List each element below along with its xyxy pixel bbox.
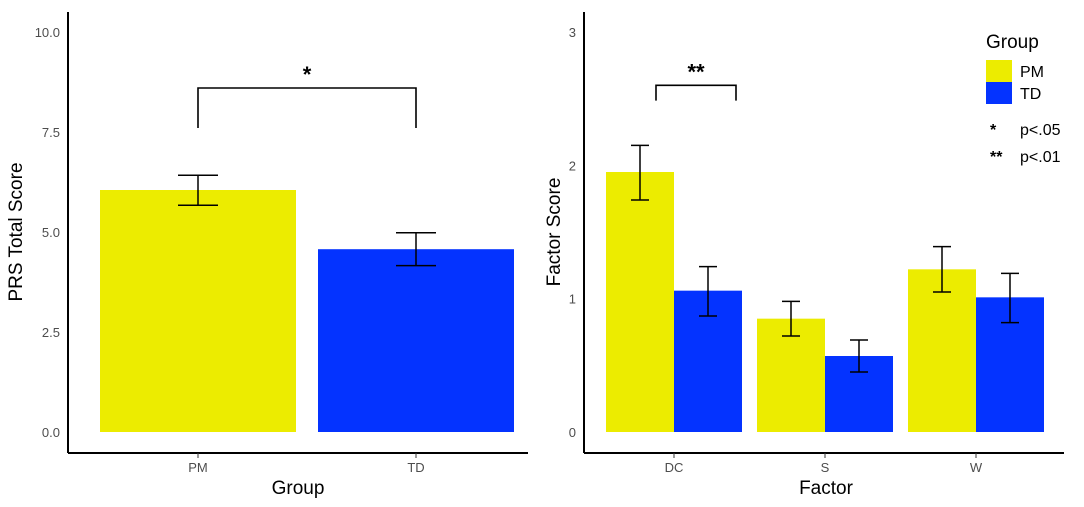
- ytick-label: 10.0: [35, 25, 60, 40]
- chart-left: 0.0 2.5 5.0 7.5 10.0 * PM TD Group PRS Total …: [6, 12, 528, 499]
- right-error-bars: [631, 144, 1019, 373]
- ytick-label: 2: [569, 158, 576, 173]
- legend-swatch-pm: [986, 60, 1012, 82]
- error-bar-s-td: [850, 339, 868, 373]
- legend-note-stars-1: *: [990, 122, 997, 139]
- bar-dc-pm: [606, 172, 674, 432]
- ytick-label: 5.0: [42, 225, 60, 240]
- bar-td: [318, 249, 514, 432]
- ytick-label: 7.5: [42, 125, 60, 140]
- ytick-label: 0.0: [42, 425, 60, 440]
- legend-label-td: TD: [1020, 86, 1041, 103]
- left-xtick-labels: PM TD: [188, 453, 425, 475]
- error-bar-w-pm: [933, 245, 951, 293]
- bar-pm: [100, 190, 296, 432]
- xtick-label-pm: PM: [188, 460, 208, 475]
- legend-note-text-1: p<.05: [1020, 122, 1061, 139]
- xtick-label-s: S: [821, 460, 830, 475]
- bar-w-pm: [908, 269, 976, 432]
- right-bars: [606, 172, 1044, 432]
- xtick-label-td: TD: [407, 460, 424, 475]
- right-ytick-labels: 0 1 2 3: [569, 25, 576, 440]
- right-significance-bracket: **: [655, 59, 737, 101]
- legend-note-text-2: p<.01: [1020, 149, 1061, 166]
- xtick-label-w: W: [970, 460, 983, 475]
- error-bar-w-td: [1001, 272, 1019, 324]
- bar-s-pm: [757, 318, 825, 432]
- right-x-axis-title: Factor: [799, 478, 854, 499]
- error-bar-td: [396, 232, 436, 267]
- error-bar-pm: [178, 174, 218, 206]
- ytick-label: 0: [569, 425, 576, 440]
- significance-stars: **: [687, 59, 705, 84]
- error-bar-dc-td: [699, 265, 717, 317]
- legend-swatch-td: [986, 82, 1012, 104]
- ytick-label: 2.5: [42, 325, 60, 340]
- chart-right: 0 1 2 3 ** DC S W Factor Factor Score Group P…: [544, 12, 1064, 499]
- left-significance-bracket: *: [197, 62, 417, 128]
- left-y-axis-title: PRS Total Score: [6, 162, 27, 301]
- right-y-axis-title: Factor Score: [544, 178, 565, 287]
- legend: Group PM TD * p<.05 ** p<.01: [986, 32, 1061, 166]
- legend-label-pm: PM: [1020, 64, 1044, 81]
- ytick-label: 3: [569, 25, 576, 40]
- right-xtick-labels: DC S W: [665, 453, 983, 475]
- xtick-label-dc: DC: [665, 460, 684, 475]
- significance-star: *: [303, 62, 312, 87]
- legend-title: Group: [986, 32, 1039, 53]
- significance-bracket-line: [197, 87, 417, 128]
- error-bar-dc-pm: [631, 144, 649, 201]
- left-error-bars: [178, 174, 436, 267]
- legend-note-stars-2: **: [990, 149, 1003, 166]
- left-x-axis-title: Group: [272, 478, 325, 499]
- left-bars: [100, 190, 514, 432]
- error-bar-s-pm: [782, 300, 800, 337]
- significance-bracket-line: [655, 84, 737, 101]
- ytick-label: 1: [569, 292, 576, 307]
- left-ytick-labels: 0.0 2.5 5.0 7.5 10.0: [35, 25, 60, 440]
